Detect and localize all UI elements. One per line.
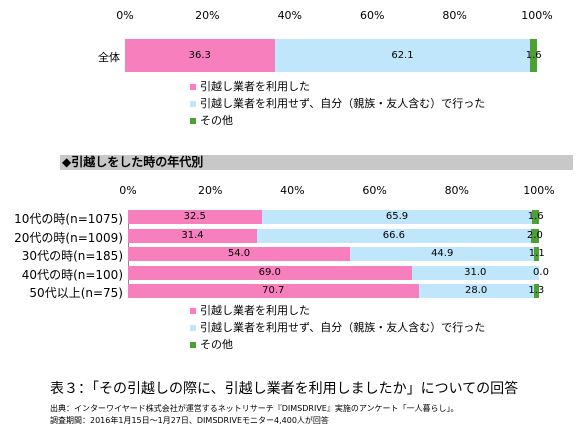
x-tick-label: 0% [116, 9, 134, 22]
data-label: 0.0 [533, 266, 549, 278]
data-label: 36.3 [188, 49, 211, 61]
data-label: 1.1 [528, 248, 545, 259]
bar-segment-self-move [411, 265, 539, 280]
source-note: 出典：インターワイヤード株式会社が運営するネットリサーチ『DIMSDRIVE』実… [50, 404, 459, 413]
bar-segment-used-mover [128, 284, 419, 298]
legend-label: 引越し業者を利用した [200, 304, 310, 317]
legend-label: 引越し業者を利用せず、自分（親族・友人含む）で行った [200, 321, 486, 334]
x-tick-label: 0% [119, 184, 137, 197]
bar-segment-used-mover [128, 228, 258, 243]
bar-segment-self-move [274, 39, 531, 72]
data-label: 28.0 [464, 285, 488, 296]
row-label: 30代の時(n=185) [21, 249, 123, 263]
row-label: 50代以上(n=75) [29, 286, 123, 300]
section-title: ◆引越しをした時の年代別 [62, 155, 204, 169]
bar-segment-other [532, 210, 539, 224]
legend-swatch-used-mover [190, 308, 196, 314]
bar-segment-used-mover [128, 210, 262, 224]
data-label: 31.4 [181, 229, 204, 241]
data-label: 31.0 [464, 266, 487, 278]
bar-segment-used-mover [125, 39, 275, 72]
data-label: 32.5 [183, 211, 206, 222]
x-tick-label: 80% [444, 184, 470, 197]
bar-segment-used-mover [128, 247, 350, 261]
data-label: 66.6 [382, 229, 406, 241]
data-label: 1.6 [525, 49, 542, 61]
bar-segment-self-move [349, 247, 535, 261]
row-label: 40代の時(n=100) [21, 267, 123, 282]
bar-segment-other [530, 228, 539, 243]
data-label: 44.9 [431, 248, 454, 259]
data-label: 65.9 [385, 211, 409, 222]
x-tick-label: 20% [197, 184, 223, 197]
legend-swatch-self-move [190, 101, 196, 107]
row-label: 全体 [98, 50, 120, 64]
data-label: 54.0 [227, 248, 251, 259]
figure-caption: 表３：「その引越しの際に、引越し業者を利用しましたか」についての回答 [50, 381, 519, 397]
data-label: 1.6 [527, 211, 544, 222]
legend-swatch-other [190, 118, 196, 124]
legend-label: 引越し業者を利用した [200, 80, 310, 93]
x-tick-label: 20% [195, 9, 220, 22]
data-label: 2.0 [526, 229, 543, 241]
period-note: 調査期間：2016年1月15日～1月27日、DIMSDRIVEモニター4,400… [50, 416, 329, 425]
data-label: 1.3 [528, 285, 545, 296]
bar-segment-other [530, 39, 537, 72]
data-label: 62.1 [391, 49, 414, 61]
bar-segment-used-mover [128, 265, 412, 280]
row-label: 20代の時(n=1009) [14, 230, 123, 245]
legend-swatch-other [190, 342, 196, 348]
legend-label: その他 [200, 114, 233, 127]
x-tick-label: 100% [521, 9, 553, 22]
section-band [60, 155, 573, 170]
x-tick-label: 80% [442, 9, 467, 22]
bar-segment-self-move [261, 210, 533, 224]
x-tick-label: 100% [523, 184, 555, 197]
x-tick-label: 60% [359, 9, 385, 22]
x-tick-label: 40% [280, 184, 305, 197]
row-label: 10代の時(n=1075) [14, 212, 123, 226]
legend-label: その他 [200, 338, 233, 351]
bar-segment-other [533, 284, 539, 298]
bar-segment-self-move [257, 228, 531, 243]
legend-swatch-used-mover [190, 84, 196, 90]
data-label: 70.7 [262, 285, 285, 296]
legend-swatch-self-move [190, 325, 196, 331]
x-tick-label: 60% [362, 184, 387, 197]
data-label: 69.0 [258, 266, 281, 278]
bar-segment-other [534, 247, 539, 261]
legend-label: 引越し業者を利用せず、自分（親族・友人含む）で行った [200, 97, 486, 110]
bar-segment-self-move [418, 284, 534, 298]
x-tick-label: 40% [277, 9, 303, 22]
